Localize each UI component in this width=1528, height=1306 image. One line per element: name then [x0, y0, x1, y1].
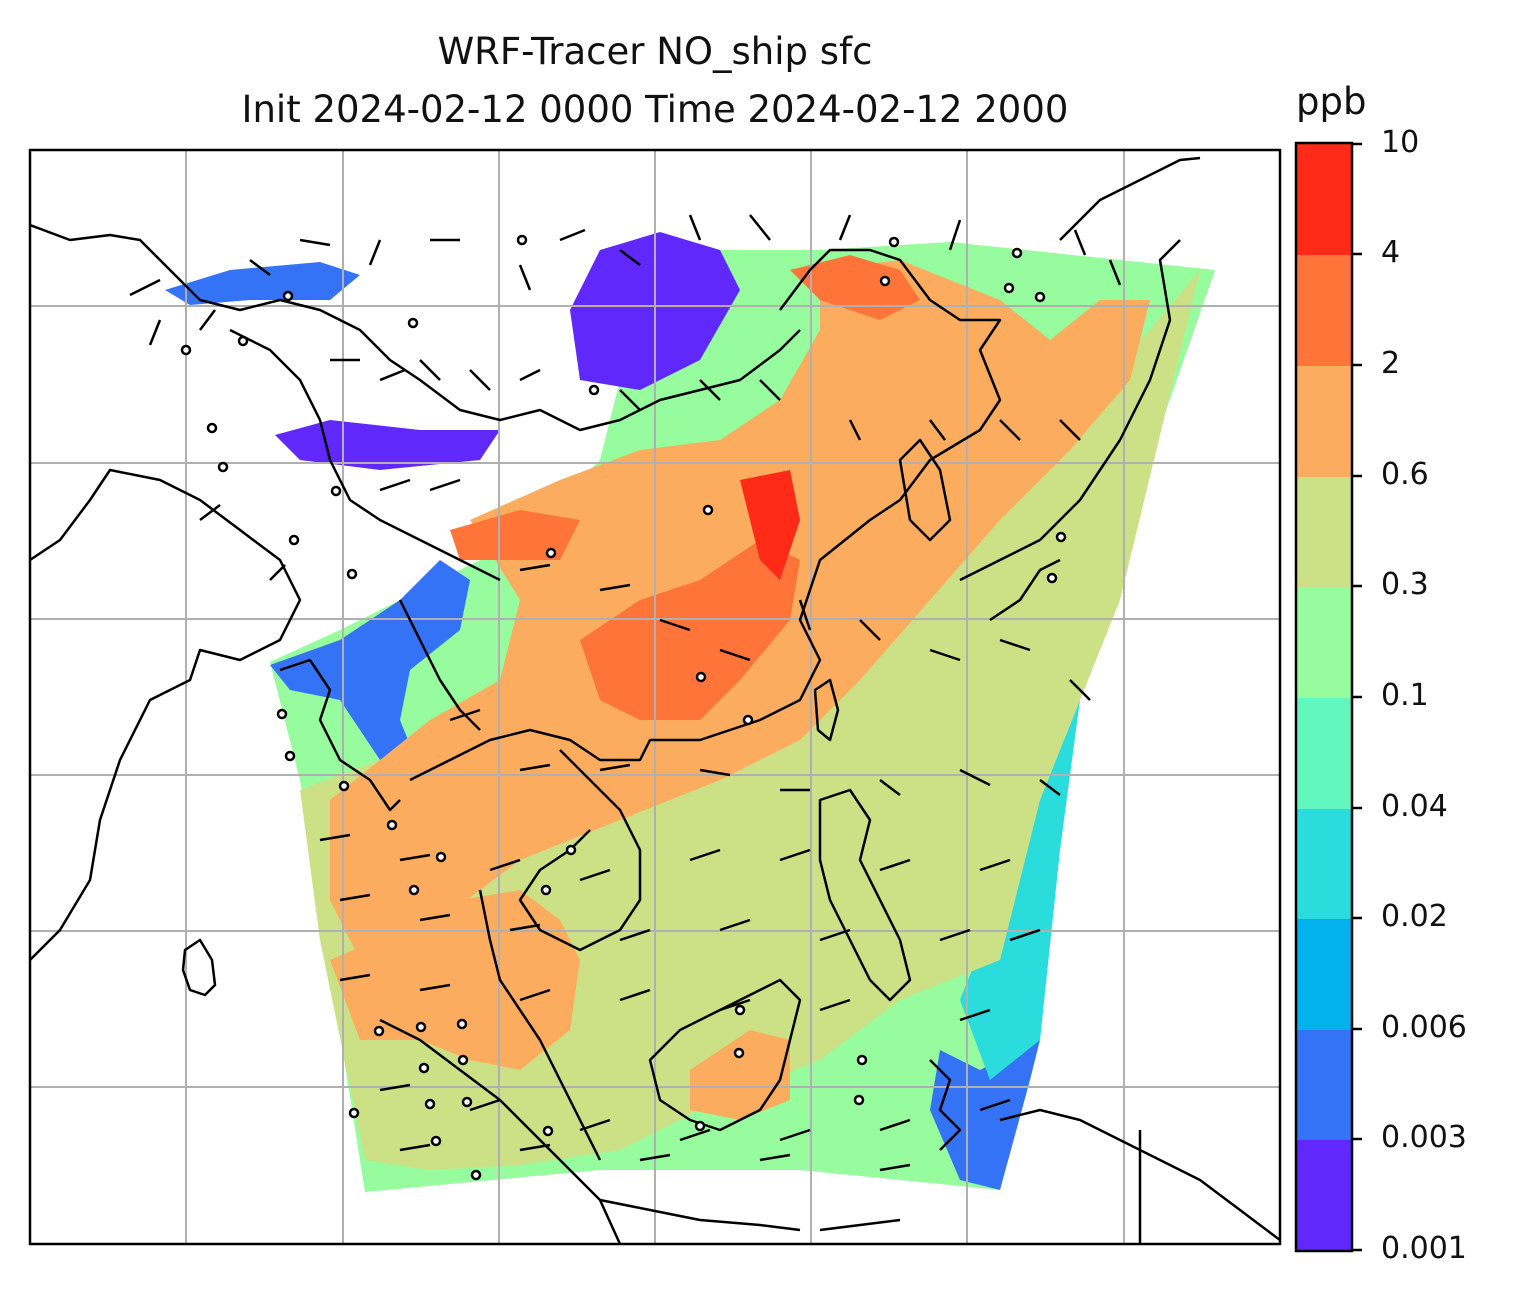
border-line-2	[398, 599, 481, 731]
map-gridlines	[30, 150, 1280, 1244]
colorbar-tick-label: 10	[1381, 125, 1420, 160]
colorbar-segment-10	[1296, 143, 1352, 255]
colorbar-segment-8	[1296, 365, 1352, 477]
colorbar-segment-9	[1296, 254, 1352, 366]
map-title-line2: Init 2024-02-12 0000 Time 2024-02-12 200…	[241, 88, 1069, 131]
colorbar-tick-label: 0.6	[1381, 457, 1429, 492]
concentration-band-cyan-east	[960, 700, 1080, 1080]
coastline-bay-bengal-east	[279, 658, 401, 812]
concentration-band-blue-east	[930, 1040, 1040, 1190]
colorbar-tick-label: 0.001	[1381, 1231, 1467, 1266]
coastline-india	[30, 468, 302, 961]
coastline-philippines	[818, 788, 912, 1002]
coastline-sulawesi	[929, 1059, 962, 1151]
colorbar-tick-label: 0.02	[1381, 899, 1448, 934]
colorbar-segment-2	[1296, 1029, 1352, 1140]
coastline-taiwan	[813, 678, 840, 742]
colorbar-segment-1	[1296, 1139, 1352, 1251]
colorbar-segment-4	[1296, 808, 1352, 919]
wind-barbs	[129, 214, 1122, 1172]
colorbar-tick-label: 0.003	[1381, 1120, 1467, 1155]
colorbar-tick-label: 0.006	[1381, 1010, 1467, 1045]
map-plot-area	[30, 150, 1280, 1244]
coastline-sri-lanka	[181, 938, 217, 997]
colorbar-tick-label: 0.04	[1381, 789, 1448, 824]
coastline-sakhalin	[1059, 156, 1201, 241]
colorbar-segment-7	[1296, 476, 1352, 587]
colorbar-tick-label: 0.3	[1381, 567, 1429, 602]
concentration-band-red-river	[740, 470, 800, 580]
colorbar-tick-label: 0.1	[1381, 678, 1429, 713]
concentration-band-orange-borneo	[690, 1030, 790, 1120]
coastline-java	[599, 1198, 901, 1232]
border-line-1	[229, 328, 501, 582]
coastline-malay-peninsula	[478, 889, 602, 1161]
concentration-band-blue-north-2	[165, 262, 360, 305]
colorbar	[1294, 141, 1362, 1253]
colorbar-tick-label: 4	[1381, 235, 1401, 270]
concentration-band-blue-west	[270, 560, 470, 770]
concentration-band-red-north	[790, 255, 920, 320]
colorbar-segment-6	[1296, 586, 1352, 698]
colorbar-segment-5	[1296, 697, 1352, 809]
map-title-line1: WRF-Tracer NO_ship sfc	[437, 30, 873, 73]
coastline-korea	[898, 438, 952, 542]
concentration-band-red-west	[450, 510, 580, 560]
colorbar-tick-label: 2	[1381, 346, 1401, 381]
coastline-japan	[959, 239, 1181, 622]
coastline-indochina	[409, 248, 1002, 782]
concentration-band-blue-north-3	[275, 420, 500, 470]
map-axes-frame	[28, 148, 1282, 1246]
colorbar-segment-3	[1296, 918, 1352, 1030]
coastline-vietnam	[518, 749, 642, 952]
colorbar-tick-marks	[1352, 142, 1362, 1252]
calm-wind-markers	[180, 234, 1067, 1181]
coastline-sumatra	[379, 1018, 622, 1244]
